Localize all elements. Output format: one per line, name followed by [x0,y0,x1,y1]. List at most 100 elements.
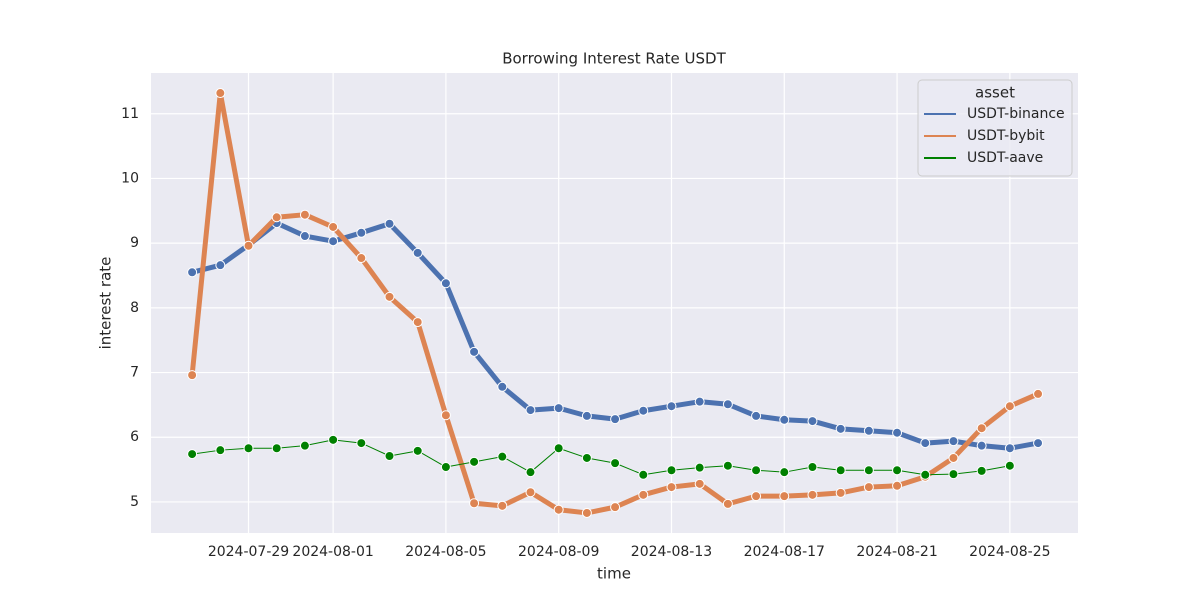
x-tick-label: 2024-08-01 [292,544,373,560]
point [835,487,846,498]
point [1033,438,1044,449]
point [694,462,705,473]
chart-title: Borrowing Interest Rate USDT [502,50,726,68]
point [638,469,649,480]
point [751,410,762,421]
point [1033,388,1044,399]
point [187,370,198,381]
point [469,498,480,509]
point [299,440,310,451]
point [779,467,790,478]
point [412,247,423,258]
point [638,489,649,500]
point [863,482,874,493]
x-tick-label: 2024-08-17 [744,544,825,560]
point [215,88,226,99]
point [525,467,536,478]
point [835,423,846,434]
point [694,478,705,489]
x-tick-label: 2024-08-25 [969,544,1050,560]
x-tick-label: 2024-07-29 [208,544,289,560]
point [892,465,903,476]
point [892,427,903,438]
point [863,425,874,436]
point [384,218,395,229]
x-tick-label: 2024-08-13 [631,544,712,560]
point [779,414,790,425]
point [553,443,564,454]
x-tick-label: 2024-08-09 [518,544,599,560]
legend-label: USDT-bybit [967,128,1045,144]
point [863,465,874,476]
point [722,399,733,410]
point [666,401,677,412]
point [610,414,621,425]
legend-title: asset [975,84,1015,102]
point [497,451,508,462]
point [920,438,931,449]
point [412,445,423,456]
point [469,456,480,467]
y-tick-label: 5 [130,494,139,510]
point [807,462,818,473]
point [1004,460,1015,471]
point [976,423,987,434]
point [384,451,395,462]
marks [187,88,1044,518]
point [271,443,282,454]
point [356,227,367,238]
point [610,458,621,469]
point [948,469,959,480]
point [525,405,536,416]
point [948,436,959,447]
point [666,482,677,493]
point [440,462,451,473]
point [666,465,677,476]
point [835,465,846,476]
point [610,502,621,513]
point [187,449,198,460]
point [412,317,423,328]
point [243,240,254,251]
point [892,480,903,491]
point [976,440,987,451]
legend-box [917,79,1073,177]
legend-label: USDT-binance [967,106,1065,122]
point [328,434,339,445]
point [920,469,931,480]
point [751,465,762,476]
point [215,445,226,456]
point [525,487,536,498]
point [1004,401,1015,412]
x-tick-label: 2024-08-21 [856,544,937,560]
point [1004,443,1015,454]
point [948,452,959,463]
x-axis-label: time [597,565,631,583]
point [581,507,592,518]
point [440,410,451,421]
point [722,460,733,471]
y-tick-label: 10 [121,170,139,186]
point [807,489,818,500]
point [722,498,733,509]
y-tick-label: 9 [130,235,139,251]
y-axis-label: interest rate [97,257,115,350]
point [751,491,762,502]
point [440,278,451,289]
point [553,504,564,515]
grid [151,73,1078,533]
point [215,260,226,271]
point [356,438,367,449]
point [328,236,339,247]
legend-label: USDT-aave [967,150,1043,166]
point [807,416,818,427]
point [581,452,592,463]
point [976,465,987,476]
y-tick-label: 7 [130,365,139,381]
y-tick-label: 11 [121,106,139,122]
point [581,410,592,421]
point [271,212,282,223]
legend: asset USDT-binance USDT-bybit USDT-aave [917,79,1073,177]
